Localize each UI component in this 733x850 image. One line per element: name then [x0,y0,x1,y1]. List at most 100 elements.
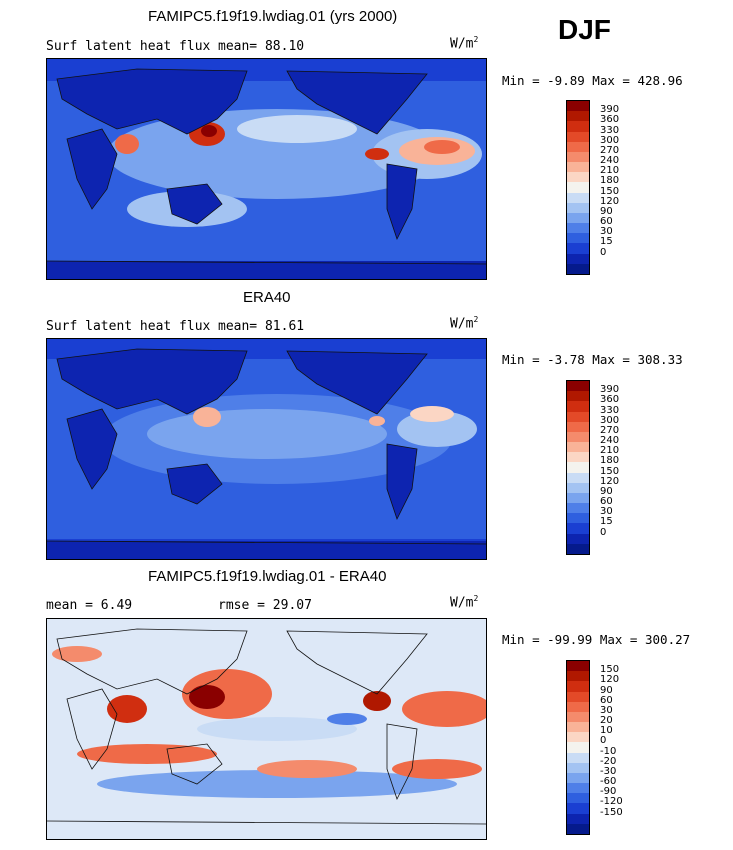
colorbar-label: -90 [600,786,617,798]
panel3-map [46,618,487,840]
panel2-mean: mean= 81.61 [218,319,305,334]
colorbar-label: 20 [600,715,613,727]
colorbar-label: 390 [600,104,620,116]
colorbar-label: 360 [600,394,620,406]
colorbar-swatch [567,131,589,142]
colorbar-label: 180 [600,175,620,187]
colorbar-label: 0 [600,526,607,538]
colorbar-swatch [567,111,589,122]
colorbar-swatch [567,482,589,493]
colorbar-swatch [567,442,589,453]
colorbar-label: 30 [600,506,613,518]
colorbar-label: 90 [600,485,613,497]
panel1-map [46,58,487,280]
colorbar-swatch [567,243,589,254]
colorbar-swatch [567,101,589,112]
colorbar-swatch [567,202,589,213]
colorbar-swatch [567,783,589,794]
colorbar-label: 30 [600,704,613,716]
panel2-map [46,338,487,560]
colorbar-label: 60 [600,496,613,508]
colorbar-label: 150 [600,185,620,197]
panel3-rmse: rmse = 29.07 [218,598,312,613]
colorbar-swatch [567,452,589,463]
panel3-colorbar [566,660,590,835]
colorbar-label: 120 [600,674,620,686]
colorbar-swatch [567,722,589,733]
colorbar-label: -30 [600,765,617,777]
colorbar-label: 90 [600,684,613,696]
colorbar-swatch [567,411,589,422]
colorbar-swatch [567,233,589,244]
colorbar-swatch [567,212,589,224]
colorbar-swatch [567,742,589,753]
colorbar-label: 210 [600,445,620,457]
colorbar-swatch [567,253,589,264]
colorbar-swatch [567,661,589,672]
colorbar-swatch [567,172,589,183]
panel3-minmax: Min = -99.99 Max = 300.27 [502,632,691,647]
colorbar-swatch [567,141,589,152]
colorbar-label: 330 [600,404,620,416]
colorbar-swatch [567,381,589,392]
colorbar-label: -60 [600,776,617,788]
colorbar-swatch [567,523,589,534]
colorbar-swatch [567,503,589,514]
panel2-variable: Surf latent heat flux [46,319,211,334]
colorbar-label: 330 [600,124,620,136]
colorbar-label: -20 [600,755,617,767]
colorbar-swatch [567,543,589,554]
colorbar-label: 120 [600,475,620,487]
colorbar-swatch [567,752,589,763]
colorbar-label: -120 [600,796,623,808]
colorbar-swatch [567,263,589,274]
colorbar-label: 270 [600,424,620,436]
colorbar-swatch [567,691,589,702]
panel1-title: FAMIPC5.f19f19.lwdiag.01 (yrs 2000) [148,8,398,25]
colorbar-swatch [567,823,589,834]
colorbar-swatch [567,192,589,203]
panel1-units: W/m2 [450,35,479,52]
colorbar-swatch [567,472,589,483]
colorbar-label: 0 [600,735,607,747]
colorbar-swatch [567,762,589,773]
panel2-colorbar [566,380,590,555]
colorbar-swatch [567,711,589,723]
colorbar-label: 300 [600,414,620,426]
colorbar-label: 360 [600,114,620,126]
colorbar-label: 10 [600,725,613,737]
colorbar-swatch [567,121,589,132]
colorbar-label: 240 [600,155,620,167]
colorbar-label: 90 [600,205,613,217]
colorbar-swatch [567,162,589,173]
colorbar-swatch [567,223,589,234]
panel3-title: FAMIPC5.f19f19.lwdiag.01 - ERA40 [148,568,387,585]
panel1-minmax: Min = -9.89 Max = 428.96 [502,73,683,88]
panel3-mean: mean = 6.49 [46,598,133,613]
colorbar-label: 15 [600,236,613,248]
colorbar-label: -10 [600,745,617,757]
colorbar-swatch [567,803,589,814]
colorbar-label: 390 [600,384,620,396]
panel2-title: ERA40 [243,289,291,306]
colorbar-swatch [567,671,589,682]
colorbar-label: 15 [600,516,613,528]
colorbar-label: 60 [600,216,613,228]
colorbar-swatch [567,462,589,473]
panel3-units: W/m2 [450,594,479,611]
colorbar-swatch [567,421,589,432]
colorbar-label: 60 [600,694,613,706]
colorbar-swatch [567,533,589,544]
colorbar-label: 120 [600,195,620,207]
colorbar-swatch [567,793,589,804]
colorbar-swatch [567,681,589,692]
colorbar-swatch [567,401,589,412]
panel2-minmax: Min = -3.78 Max = 308.33 [502,352,683,367]
panel1-mean: mean= 88.10 [218,39,305,54]
colorbar-label: 150 [600,664,620,676]
colorbar-label: 0 [600,246,607,258]
colorbar-swatch [567,151,589,163]
colorbar-label: 30 [600,226,613,238]
colorbar-swatch [567,492,589,504]
season-label: DJF [558,14,611,45]
